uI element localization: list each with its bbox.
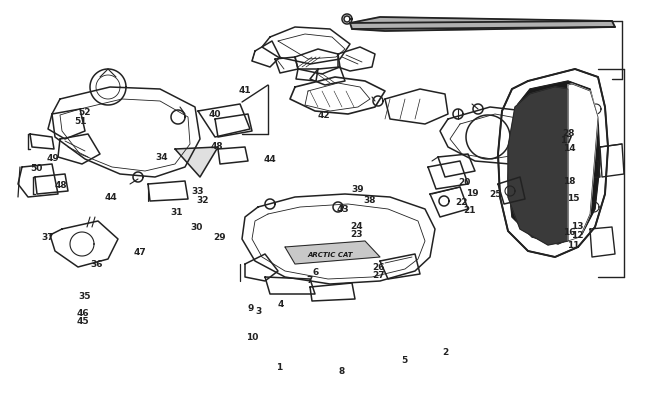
Text: 31: 31: [170, 208, 183, 217]
Text: 22: 22: [455, 197, 468, 206]
Text: 50: 50: [30, 164, 43, 173]
Text: 28: 28: [562, 128, 575, 137]
Text: 51: 51: [74, 117, 87, 126]
Text: 6: 6: [313, 268, 319, 277]
Text: 1: 1: [276, 362, 283, 371]
Text: 35: 35: [78, 291, 91, 300]
Text: 44: 44: [264, 154, 277, 163]
Text: 8: 8: [339, 367, 345, 375]
Text: 19: 19: [465, 188, 478, 197]
Text: 23: 23: [350, 230, 363, 239]
Text: 41: 41: [238, 86, 251, 95]
Text: ARCTIC CAT: ARCTIC CAT: [307, 252, 353, 257]
Text: 36: 36: [90, 260, 103, 269]
Text: 49: 49: [47, 153, 60, 162]
Text: 30: 30: [190, 222, 203, 231]
Text: 37: 37: [42, 233, 55, 242]
Polygon shape: [350, 18, 615, 32]
Text: 46: 46: [77, 308, 90, 317]
Text: 5: 5: [401, 355, 408, 364]
Text: 18: 18: [563, 177, 576, 186]
Polygon shape: [568, 85, 598, 241]
Text: 48: 48: [55, 181, 68, 190]
Text: 33: 33: [191, 187, 204, 196]
Text: 14: 14: [563, 144, 576, 153]
Text: 10: 10: [246, 333, 259, 341]
Text: 21: 21: [463, 205, 476, 214]
Text: 13: 13: [571, 222, 584, 230]
Text: 29: 29: [213, 233, 226, 242]
Text: 17: 17: [560, 136, 573, 145]
Text: 42: 42: [317, 111, 330, 119]
Text: 7: 7: [306, 276, 313, 285]
Text: 3: 3: [255, 307, 262, 315]
Text: 16: 16: [563, 227, 576, 236]
Text: 24: 24: [350, 222, 363, 230]
Text: 11: 11: [567, 240, 580, 249]
Text: 52: 52: [78, 107, 91, 116]
Text: 48: 48: [211, 141, 224, 150]
Text: 20: 20: [458, 178, 471, 187]
Text: 26: 26: [372, 262, 385, 271]
Text: 43: 43: [337, 205, 350, 213]
Text: 9: 9: [247, 303, 254, 312]
Text: 32: 32: [196, 196, 209, 205]
Text: 25: 25: [489, 189, 502, 198]
Polygon shape: [508, 88, 568, 245]
Text: 40: 40: [208, 110, 221, 119]
Text: 44: 44: [104, 192, 117, 201]
Text: 38: 38: [363, 196, 376, 205]
Text: 2: 2: [442, 347, 448, 356]
Text: 34: 34: [155, 153, 168, 162]
Text: 12: 12: [571, 230, 584, 239]
Text: 4: 4: [278, 299, 284, 308]
Text: 47: 47: [134, 247, 147, 256]
Polygon shape: [508, 82, 600, 244]
Text: 15: 15: [567, 193, 580, 202]
Text: 39: 39: [351, 184, 364, 193]
Text: 45: 45: [77, 316, 90, 325]
Polygon shape: [175, 148, 218, 177]
Polygon shape: [285, 241, 380, 264]
Text: 27: 27: [372, 270, 385, 279]
